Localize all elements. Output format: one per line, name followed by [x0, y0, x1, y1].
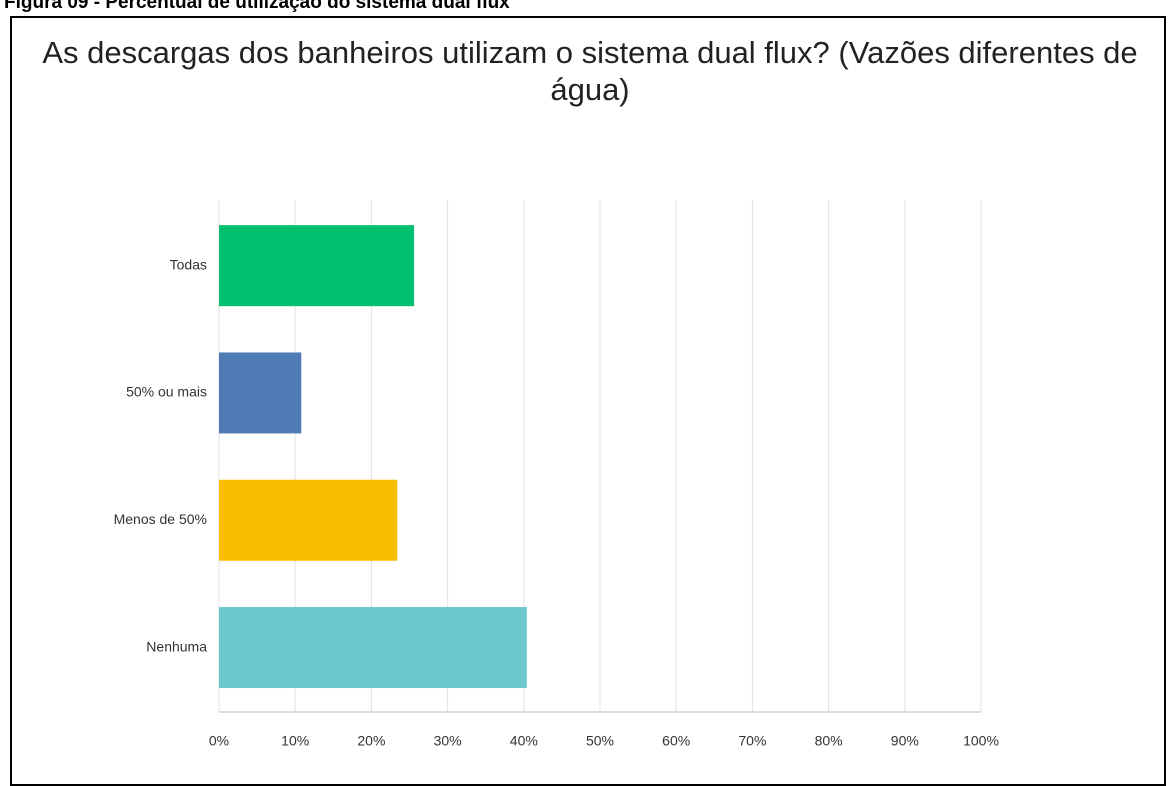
- y-tick-label: 50% ou mais: [126, 384, 207, 400]
- bar: [219, 352, 302, 434]
- x-tick-label: 50%: [586, 733, 614, 749]
- x-tick-label: 90%: [891, 733, 919, 749]
- x-tick-label: 10%: [281, 733, 309, 749]
- x-tick-label: 30%: [434, 733, 462, 749]
- y-tick-label: Menos de 50%: [114, 511, 207, 527]
- y-tick-label: Nenhuma: [146, 638, 207, 654]
- bar: [219, 607, 527, 689]
- x-tick-label: 70%: [738, 733, 766, 749]
- x-tick-label: 0%: [209, 733, 229, 749]
- figure-caption: Figura 09 - Percentual de utilização do …: [4, 0, 510, 13]
- x-tick-label: 60%: [662, 733, 690, 749]
- chart-title: As descargas dos banheiros utilizam o si…: [42, 35, 1138, 107]
- bar: [219, 479, 398, 561]
- x-tick-label: 100%: [963, 733, 999, 749]
- x-tick-label: 40%: [510, 733, 538, 749]
- y-tick-label: Todas: [170, 256, 207, 272]
- x-tick-label: 20%: [357, 733, 385, 749]
- bar: [219, 225, 415, 307]
- x-tick-label: 80%: [815, 733, 843, 749]
